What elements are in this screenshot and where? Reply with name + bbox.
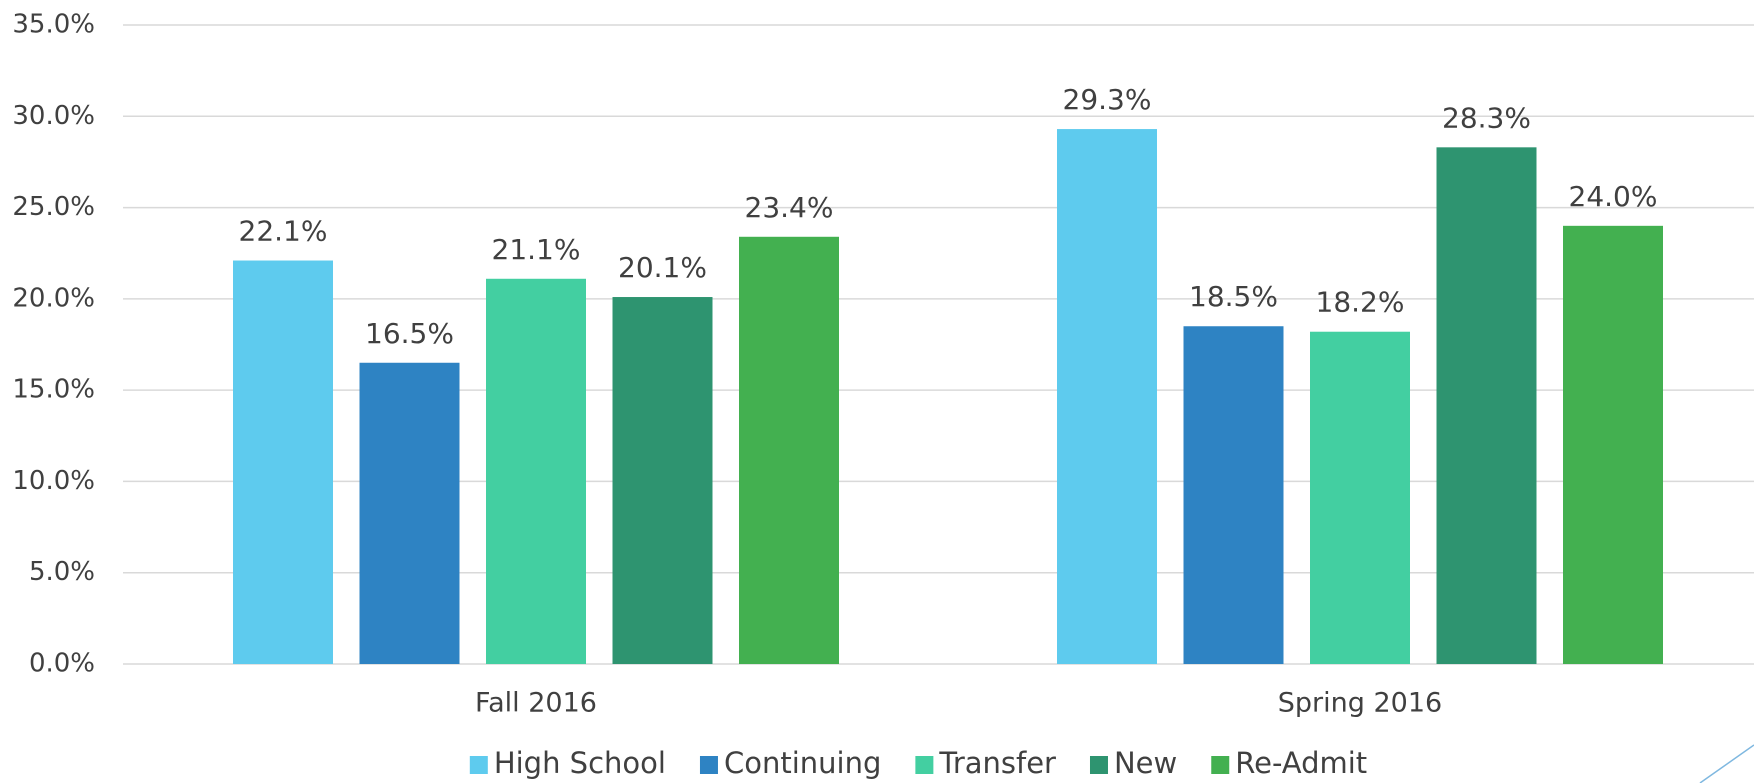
- legend-label: High School: [494, 746, 666, 780]
- bar: [1563, 225, 1663, 665]
- bar: [1183, 326, 1284, 664]
- legend-label: New: [1114, 746, 1177, 780]
- value-label: 21.1%: [492, 233, 581, 266]
- value-label: 24.0%: [1569, 180, 1658, 213]
- legend: High School Continuing Transfer New Re-Admit: [469, 746, 1367, 780]
- decoration: [1699, 744, 1754, 783]
- bar: [1310, 331, 1410, 664]
- legend-label: Transfer: [938, 746, 1056, 780]
- bar: [233, 260, 333, 664]
- value-label: 20.1%: [618, 251, 707, 284]
- y-tick-label: 15.0%: [12, 375, 95, 405]
- x-tick-label: Spring 2016: [1278, 688, 1442, 719]
- bar: [359, 362, 460, 664]
- legend-label: Re-Admit: [1235, 746, 1367, 780]
- bar: [1057, 129, 1157, 664]
- value-label: 23.4%: [745, 191, 834, 224]
- y-tick-label: 10.0%: [12, 466, 95, 496]
- value-label: 29.3%: [1063, 83, 1152, 116]
- bar: [612, 297, 713, 664]
- legend-swatch: [1089, 756, 1108, 774]
- y-tick-label: 35.0%: [12, 10, 95, 40]
- y-tick-label: 20.0%: [12, 283, 95, 313]
- y-tick-label: 5.0%: [29, 557, 95, 587]
- legend-swatch: [1211, 756, 1230, 774]
- legend-swatch: [915, 756, 934, 774]
- legend-swatch: [469, 756, 488, 774]
- y-tick-label: 30.0%: [12, 101, 95, 131]
- value-label: 18.2%: [1316, 286, 1405, 319]
- y-tick-label: 25.0%: [12, 192, 95, 222]
- y-tick-label: 0.0%: [29, 649, 95, 679]
- legend-swatch: [699, 756, 718, 774]
- legend-label: Continuing: [724, 746, 881, 780]
- bar: [1436, 147, 1537, 664]
- value-label: 22.1%: [239, 215, 328, 248]
- x-tick-label: Fall 2016: [475, 688, 597, 719]
- value-label: 18.5%: [1189, 280, 1278, 313]
- bar: [739, 236, 839, 665]
- value-label: 16.5%: [365, 317, 454, 350]
- bar: [486, 278, 586, 664]
- value-label: 28.3%: [1442, 101, 1531, 134]
